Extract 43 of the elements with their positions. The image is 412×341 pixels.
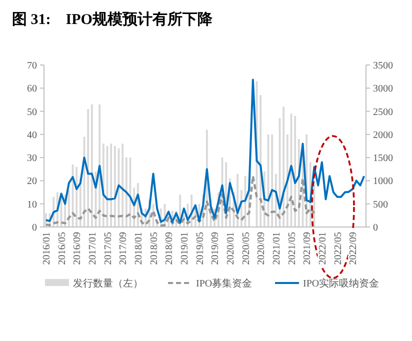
y-tick-label: 0 — [32, 222, 37, 234]
x-tick-label: 2018/09 — [164, 232, 176, 265]
x-tick-label: 2016/05 — [56, 232, 68, 265]
x-tick-label: 2019/05 — [194, 232, 206, 265]
y2-tick-label: 2000 — [373, 130, 393, 141]
y-tick-label: 50 — [27, 106, 37, 118]
x-tick-label: 2018/05 — [148, 232, 160, 265]
x-tick-label: 2019/01 — [179, 232, 190, 265]
x-tick-label: 2020/01 — [225, 232, 236, 265]
x-tick-label: 2019/09 — [210, 232, 222, 265]
y-tick-label: 70 — [27, 60, 37, 72]
chart-title: 图 31: IPO规模预计有所下降 — [12, 11, 214, 28]
x-tick-label: 2022/09 — [348, 232, 360, 265]
y2-tick-label: 1000 — [373, 176, 393, 188]
y-tick-label: 40 — [27, 130, 37, 141]
y-tick-label: 20 — [27, 176, 37, 188]
y2-tick-label: 2500 — [373, 106, 393, 118]
x-tick-label: 2020/05 — [240, 232, 252, 265]
x-tick-label: 2017/05 — [102, 232, 114, 265]
y2-tick-label: 3000 — [373, 84, 393, 95]
x-tick-label: 2022/05 — [332, 232, 344, 265]
x-tick-label: 2016/01 — [41, 232, 52, 265]
x-tick-label: 2021/09 — [302, 232, 314, 265]
y-tick-label: 60 — [27, 84, 37, 95]
y-tick-label: 10 — [27, 199, 37, 210]
line-series — [44, 78, 366, 224]
legend-label: IPO募集资金 — [196, 278, 252, 290]
y2-tick-label: 0 — [373, 222, 378, 234]
y2-tick-label: 3500 — [373, 60, 393, 72]
y2-tick-label: 1500 — [373, 153, 393, 164]
x-tick-label: 2017/09 — [118, 232, 130, 265]
legend-label: 发行数量（左） — [73, 278, 143, 290]
x-tick-label: 2020/09 — [256, 232, 268, 265]
x-tick-label: 2021/05 — [286, 232, 298, 265]
x-tick-label: 2016/09 — [72, 232, 84, 265]
y2-tick-label: 500 — [373, 199, 388, 210]
y-tick-label: 30 — [27, 153, 37, 164]
x-tick-label: 2018/01 — [133, 232, 144, 265]
legend-label: IPO实际吸纳资金 — [303, 278, 380, 290]
line-series — [44, 174, 316, 227]
x-tick-label: 2017/01 — [87, 232, 98, 265]
x-tick-label: 2021/01 — [271, 232, 282, 265]
x-tick-label: 2022/01 — [317, 232, 328, 265]
